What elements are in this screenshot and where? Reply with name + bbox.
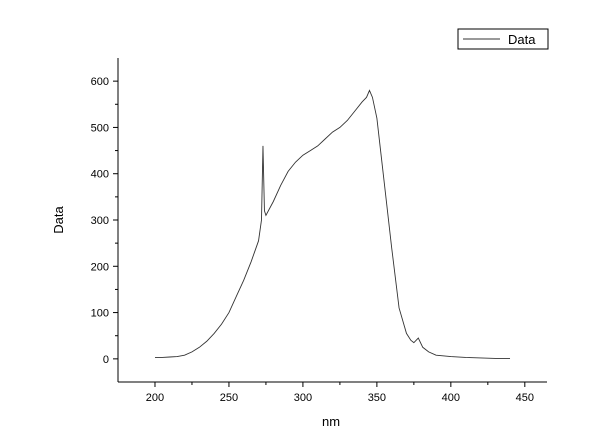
x-tick-label: 250 xyxy=(220,392,238,404)
x-tick-label: 450 xyxy=(516,392,534,404)
y-tick-label: 600 xyxy=(91,76,109,88)
x-tick-label: 300 xyxy=(294,392,312,404)
x-tick-label: 350 xyxy=(368,392,386,404)
x-axis-label: nm xyxy=(322,414,340,429)
y-axis-label: Data xyxy=(51,206,66,234)
legend: Data xyxy=(457,28,549,50)
series-line-data xyxy=(154,89,511,359)
legend-label: Data xyxy=(508,32,536,47)
y-tick-label: 100 xyxy=(91,308,109,320)
axes: 200 250 300 350 400 450 0 100 200 300 400 500 600 xyxy=(91,58,547,404)
x-tick-label: 200 xyxy=(146,392,164,404)
y-tick-label: 300 xyxy=(91,215,109,227)
x-tick-label: 400 xyxy=(442,392,460,404)
y-tick-label: 400 xyxy=(91,169,109,181)
legend-box xyxy=(457,28,549,50)
y-tick-label: 500 xyxy=(91,122,109,134)
y-tick-label: 200 xyxy=(91,261,109,273)
y-tick-label: 0 xyxy=(103,354,109,366)
